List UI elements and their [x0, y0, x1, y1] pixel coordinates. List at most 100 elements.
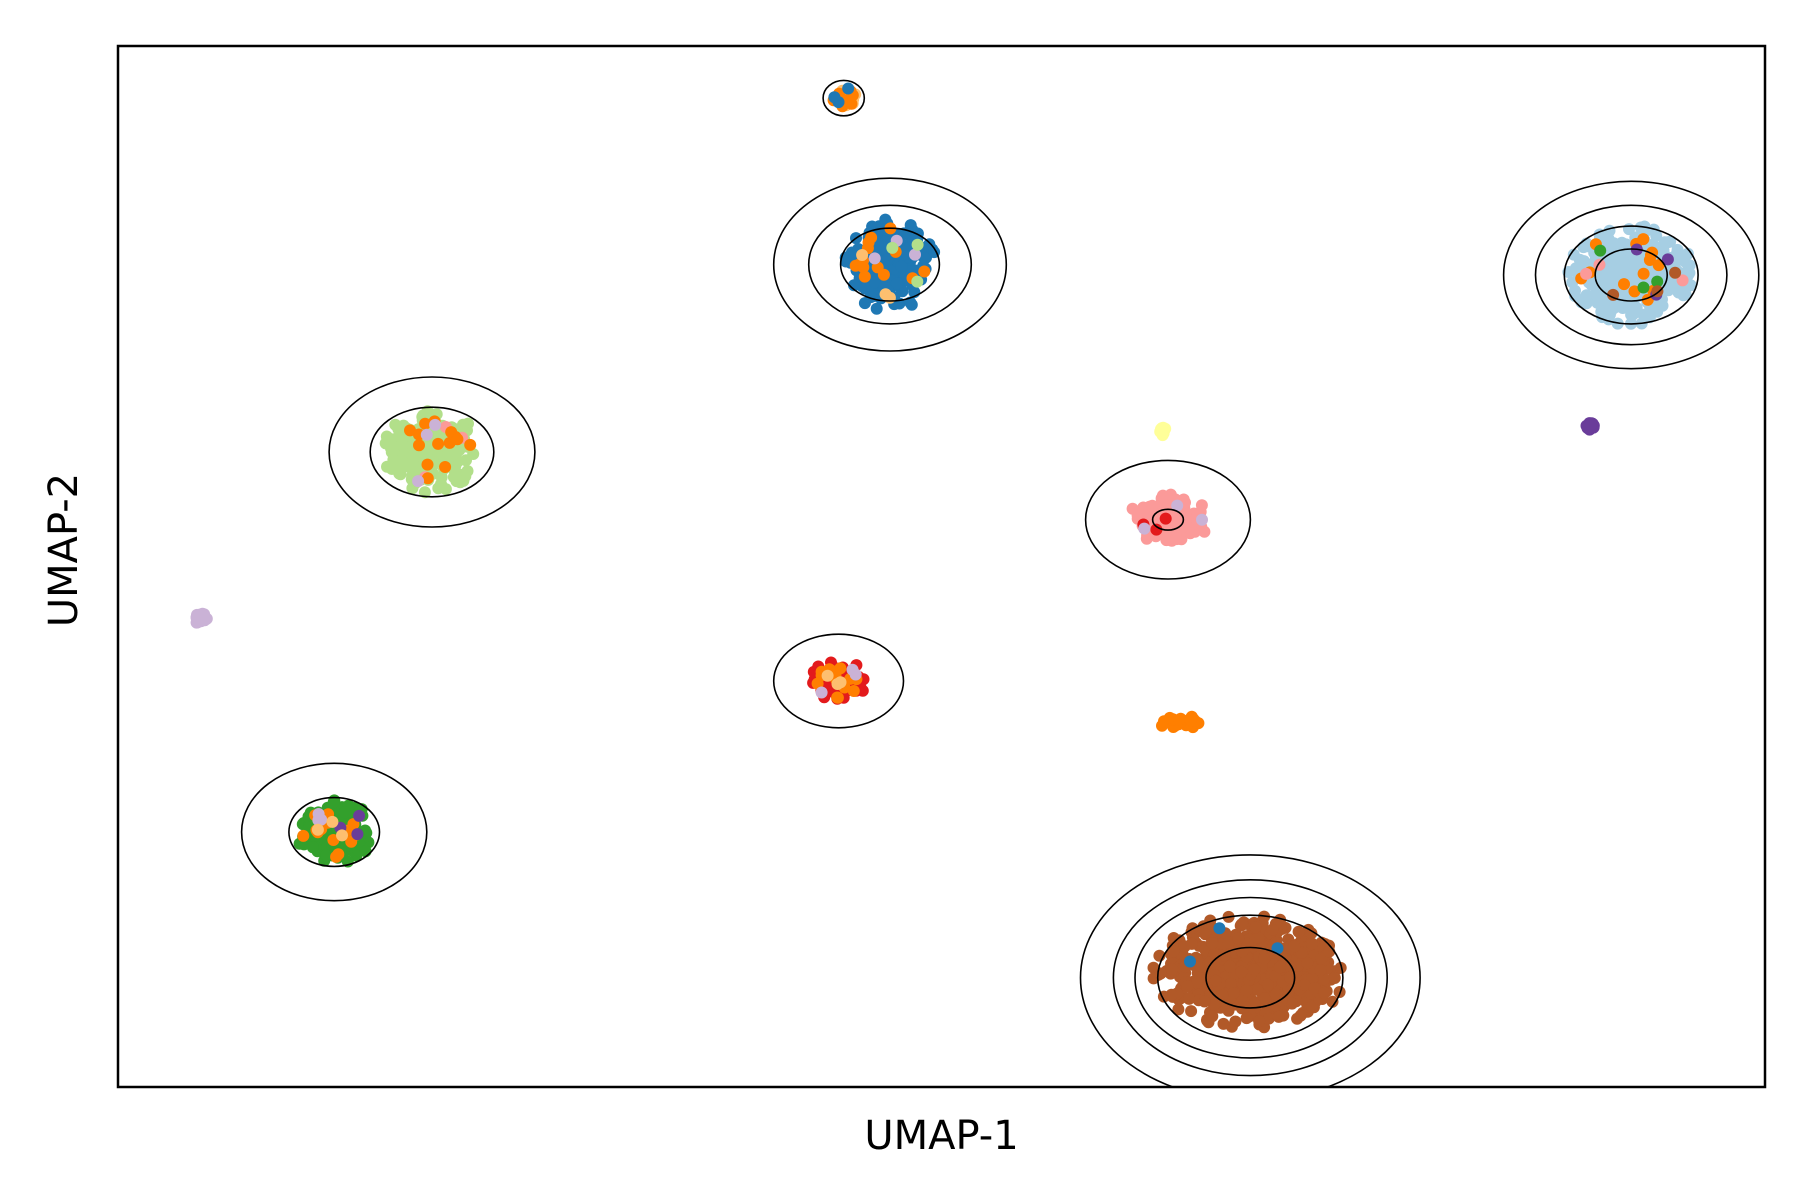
data-point — [1301, 957, 1314, 970]
data-point — [834, 676, 847, 689]
data-point — [448, 464, 461, 477]
data-point — [353, 809, 366, 822]
data-point — [828, 91, 841, 104]
data-point — [421, 458, 434, 471]
data-point — [327, 796, 340, 809]
data-point — [879, 213, 892, 226]
data-point — [320, 849, 333, 862]
data-point — [815, 686, 828, 699]
density-contour — [822, 79, 866, 117]
cluster-orange — [1156, 710, 1205, 734]
cluster-light-green — [379, 405, 480, 499]
points-layer — [190, 82, 1697, 1034]
data-point — [870, 302, 883, 315]
data-point — [1206, 937, 1219, 950]
data-point — [460, 454, 472, 467]
data-point — [1240, 984, 1253, 997]
data-point — [1616, 255, 1629, 268]
data-point — [1323, 945, 1336, 958]
cluster-green — [293, 794, 375, 868]
density-contour — [1079, 854, 1421, 1087]
data-point — [918, 252, 931, 265]
data-point — [862, 236, 875, 249]
data-point — [1249, 921, 1262, 934]
data-point — [464, 438, 477, 451]
data-point — [1326, 995, 1339, 1008]
data-point — [1333, 986, 1346, 998]
data-point — [1306, 1000, 1318, 1013]
data-point — [846, 663, 859, 676]
data-point — [918, 265, 931, 278]
data-point — [1232, 932, 1245, 945]
data-point — [1669, 266, 1682, 279]
data-point — [842, 82, 855, 95]
data-point — [1160, 534, 1173, 547]
data-point — [1209, 974, 1222, 987]
data-point — [359, 845, 372, 858]
data-point — [1159, 512, 1172, 525]
data-point — [1183, 992, 1196, 1005]
data-point — [1164, 488, 1177, 501]
data-point — [1213, 922, 1226, 935]
data-point — [420, 428, 433, 441]
data-point — [879, 288, 892, 301]
data-point — [1184, 714, 1197, 726]
data-point — [419, 417, 432, 430]
data-point — [1167, 945, 1180, 958]
data-point — [457, 474, 470, 487]
data-point — [911, 238, 924, 251]
density-contour — [1112, 878, 1389, 1077]
data-point — [432, 437, 445, 450]
data-point — [1170, 532, 1183, 545]
data-point — [1146, 499, 1159, 512]
data-point — [1216, 989, 1229, 1002]
density-contour — [369, 406, 495, 498]
data-point — [1258, 992, 1271, 1005]
data-point — [1286, 997, 1298, 1010]
data-point — [1637, 281, 1650, 294]
data-point — [1198, 525, 1211, 538]
data-point — [1172, 1003, 1185, 1016]
data-point — [1131, 509, 1144, 522]
cluster-yellow — [1154, 421, 1172, 442]
data-point — [1627, 257, 1640, 270]
density-contour — [328, 376, 536, 528]
data-point — [1181, 980, 1194, 992]
data-point — [326, 815, 339, 828]
data-point — [1248, 997, 1261, 1010]
data-point — [1272, 1010, 1285, 1023]
data-point — [1225, 977, 1237, 990]
density-contour — [240, 762, 428, 902]
data-point — [857, 261, 870, 274]
y-axis-label: UMAP-2 — [41, 472, 87, 628]
data-point — [1637, 267, 1650, 280]
data-point — [306, 841, 319, 854]
data-point — [1185, 937, 1198, 950]
plot-frame — [116, 44, 1767, 1089]
data-point — [1628, 285, 1641, 298]
data-point — [1185, 1005, 1198, 1018]
data-point — [1165, 988, 1178, 1001]
density-contour — [1534, 204, 1728, 346]
data-point — [1270, 988, 1282, 1001]
data-point — [1671, 284, 1684, 297]
data-point — [1266, 923, 1279, 936]
data-point — [1315, 952, 1328, 965]
data-point — [1224, 960, 1236, 973]
cluster-pink — [1126, 488, 1211, 547]
data-point — [385, 462, 398, 475]
data-point — [1595, 305, 1608, 318]
data-point — [439, 483, 452, 496]
data-point — [1575, 296, 1588, 309]
data-point — [868, 252, 881, 265]
data-point — [338, 806, 351, 819]
density-contour — [1563, 225, 1699, 325]
data-point — [911, 275, 924, 288]
data-point — [864, 291, 877, 304]
data-point — [1292, 925, 1305, 938]
data-point — [1262, 1012, 1275, 1025]
data-point — [439, 461, 452, 473]
data-point — [1190, 976, 1203, 989]
density-contour — [772, 177, 1008, 352]
data-point — [1184, 955, 1196, 968]
